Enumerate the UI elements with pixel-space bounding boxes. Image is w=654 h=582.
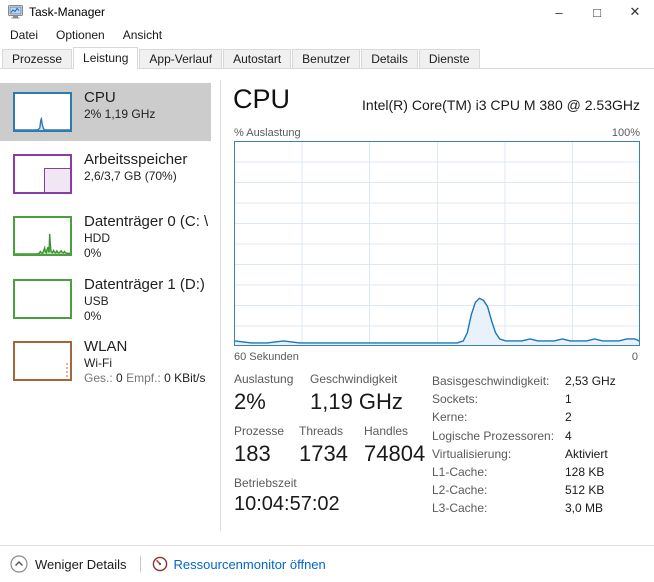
tab-app-verlauf[interactable]: App-Verlauf <box>139 49 223 68</box>
tab-benutzer[interactable]: Benutzer <box>292 49 361 68</box>
detail-row: Kerne: 2 <box>432 410 572 425</box>
chart-x-right-label: 0 <box>631 351 638 363</box>
stat-threads: Threads 1734 <box>299 424 348 466</box>
window-title: Task-Manager <box>29 5 106 19</box>
stat-betriebszeit: Betriebszeit 10:04:57:02 <box>234 476 340 515</box>
minimize-button[interactable]: – <box>555 4 563 20</box>
page-title: CPU <box>233 84 291 114</box>
menu-bar: Datei Optionen Ansicht <box>0 24 654 45</box>
menu-optionen[interactable]: Optionen <box>56 27 105 42</box>
sidebar-item-sub2: 0% <box>84 246 102 260</box>
detail-row: Basisgeschwindigkeit: 2,53 GHz <box>432 374 616 389</box>
sidebar-item-arbeitsspeicher[interactable]: Arbeitsspeicher 2,6/3,7 GB (70%) <box>0 145 211 203</box>
sidebar-item-traffic: Ges.: 0 Empf.: 0 KBit/s <box>84 371 206 385</box>
tab-details[interactable]: Details <box>361 49 418 68</box>
weniger-details-label: Weniger Details <box>35 556 127 572</box>
window-controls: – □ ✕ <box>540 0 654 24</box>
stat-prozesse: Prozesse 183 <box>234 424 285 466</box>
wlan-mini-chart <box>13 341 72 381</box>
chart-y-axis-label: % Auslastung <box>234 127 301 139</box>
detail-row: Virtualisierung: Aktiviert <box>432 446 608 461</box>
chevron-up-circle-icon <box>10 555 28 573</box>
chart-x-left-label: 60 Sekunden <box>234 351 299 363</box>
tab-dienste[interactable]: Dienste <box>418 49 480 68</box>
sidebar-item-title: Arbeitsspeicher <box>84 151 188 168</box>
cpu-usage-chart[interactable] <box>234 141 640 346</box>
tab-leistung[interactable]: Leistung <box>73 47 139 69</box>
memory-used-area <box>44 167 70 192</box>
sidebar-item-sub: USB <box>84 294 109 308</box>
menu-ansicht[interactable]: Ansicht <box>122 27 163 42</box>
close-button[interactable]: ✕ <box>629 4 641 19</box>
detail-row: L3-Cache: 3,0 MB <box>432 501 604 516</box>
sidebar-item-datentraeger-0[interactable]: Datenträger 0 (C: \ HDD 0% <box>0 207 211 265</box>
sidebar-item-sub: 2,6/3,7 GB (70%) <box>84 169 177 183</box>
sidebar-item-title: Datenträger 1 (D:) <box>84 276 205 293</box>
cpu-model-name: Intel(R) Core(TM) i3 CPU M 380 @ 2.53GHz <box>362 97 640 113</box>
title-bar: Task-Manager – □ ✕ <box>0 0 654 24</box>
sidebar-item-sub: Wi-Fi <box>84 356 112 370</box>
sidebar-item-sub2: 0% <box>84 309 102 323</box>
stat-handles: Handles 74804 <box>364 424 426 466</box>
disk1-mini-chart <box>13 279 72 319</box>
cpu-details-list: Basisgeschwindigkeit: 2,53 GHz Sockets: 1 … <box>432 372 644 518</box>
gauge-icon <box>152 556 167 572</box>
cpu-mini-chart <box>13 92 72 132</box>
sidebar-item-title: WLAN <box>84 338 128 355</box>
task-manager-app-icon <box>8 5 23 19</box>
detail-row: Sockets: 1 <box>432 392 572 407</box>
sidebar-item-wlan[interactable]: WLAN Wi-Fi Ges.: 0 Empf.: 0 KBit/s <box>0 332 211 390</box>
menu-datei[interactable]: Datei <box>10 27 39 42</box>
tab-bar: Prozesse Leistung App-Verlauf Autostart … <box>0 47 654 69</box>
footer-divider <box>139 556 141 572</box>
disk0-mini-chart <box>13 216 72 256</box>
tab-prozesse[interactable]: Prozesse <box>2 49 73 68</box>
sidebar-item-sub: 2% 1,19 GHz <box>84 107 156 121</box>
detail-row: L2-Cache: 512 KB <box>432 483 605 498</box>
ressourcenmonitor-link[interactable]: Ressourcenmonitor öffnen <box>152 556 326 572</box>
detail-row: Logische Prozessoren: 4 <box>432 428 572 443</box>
sidebar-item-title: CPU <box>84 89 116 106</box>
chart-y-max-label: 100% <box>611 127 640 139</box>
maximize-button[interactable]: □ <box>593 4 601 20</box>
sidebar-item-title: Datenträger 0 (C: \ <box>84 213 209 230</box>
weniger-details-button[interactable]: Weniger Details <box>10 555 127 573</box>
detail-row: L1-Cache: 128 KB <box>432 465 605 480</box>
stat-auslastung: Auslastung 2% <box>234 372 294 414</box>
footer-bar: Weniger Details Ressourcenmonitor öffnen <box>0 545 654 582</box>
sidebar-item-sub: HDD <box>84 231 110 245</box>
sidebar-item-datentraeger-1[interactable]: Datenträger 1 (D:) USB 0% <box>0 270 211 328</box>
sidebar-item-cpu[interactable]: CPU 2% 1,19 GHz <box>0 83 211 141</box>
memory-mini-chart <box>13 154 72 194</box>
tab-autostart[interactable]: Autostart <box>223 49 292 68</box>
wlan-activity-mark <box>66 363 68 377</box>
ressourcenmonitor-label: Ressourcenmonitor öffnen <box>173 556 326 572</box>
pane-separator <box>220 80 221 531</box>
stat-geschwindigkeit: Geschwindigkeit 1,19 GHz <box>310 372 403 414</box>
